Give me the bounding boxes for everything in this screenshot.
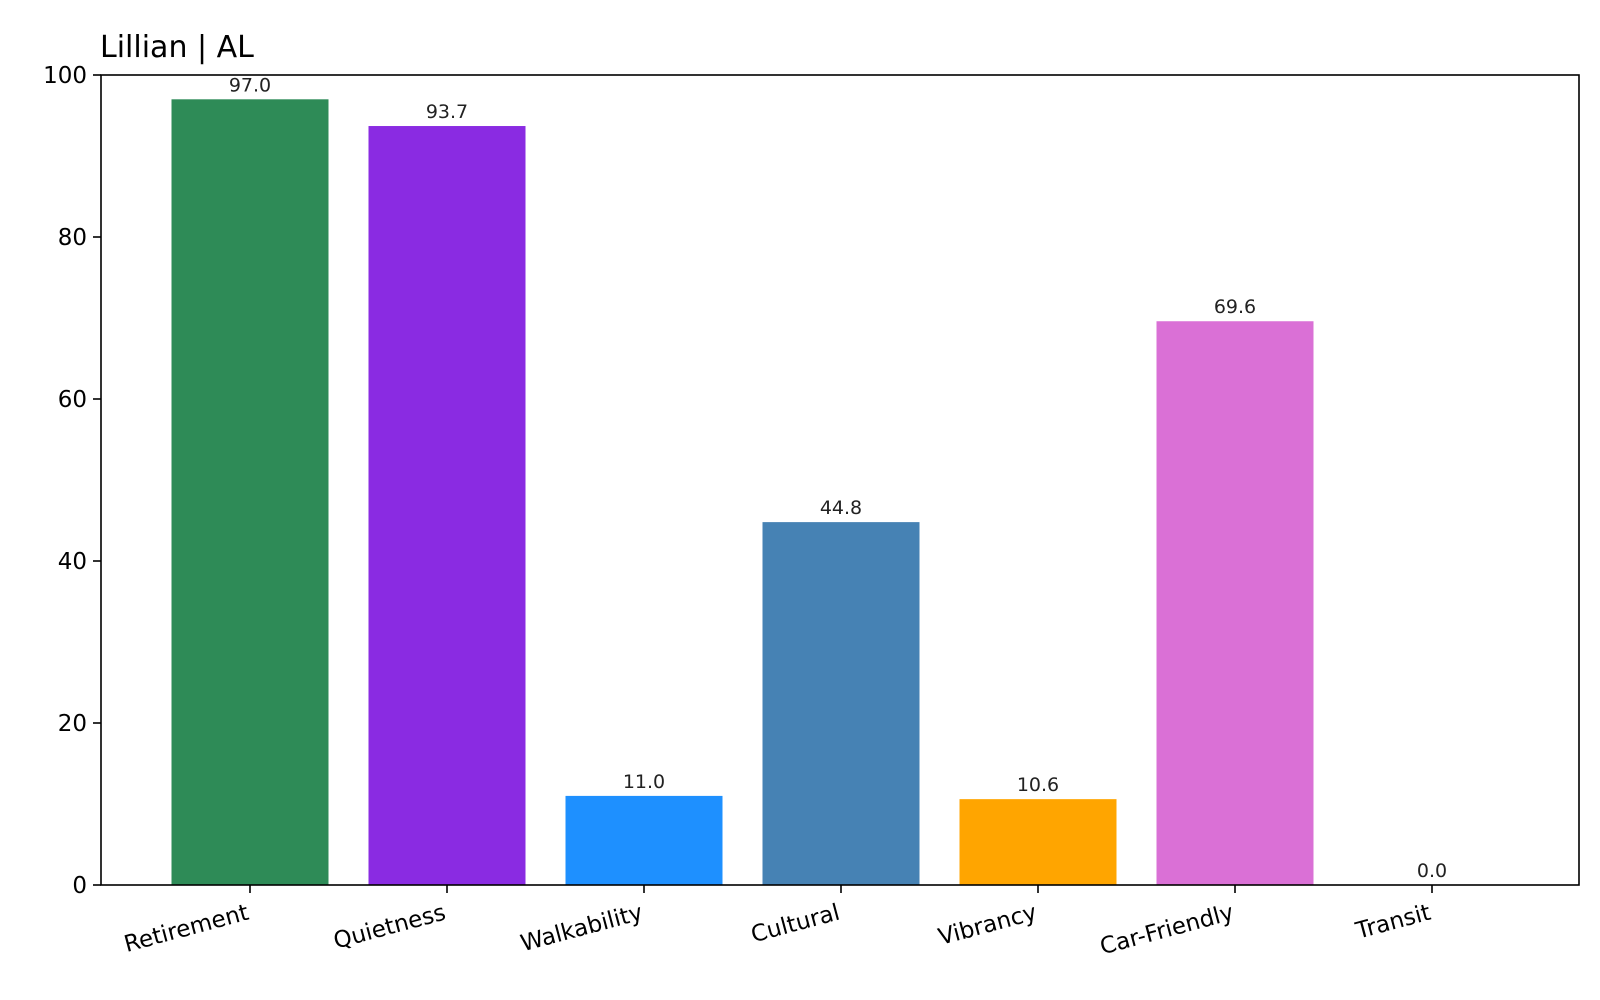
y-tick-label-0: 0 [72, 873, 87, 899]
bar-cultural [762, 522, 920, 885]
x-axis: Retirement Quietness Walkability Cultural Vi… [121, 885, 1434, 961]
x-tick-label-car-friendly: Car-Friendly [1097, 900, 1236, 961]
data-label-walkability: 11.0 [623, 771, 665, 793]
y-tick-label-20: 20 [58, 711, 87, 737]
bar-vibrancy [959, 799, 1117, 885]
data-label-retirement: 97.0 [229, 74, 271, 96]
bar-walkability [565, 795, 723, 885]
y-tick-label-80: 80 [58, 225, 87, 251]
bar-quietness [368, 126, 526, 885]
data-label-transit: 0.0 [1417, 860, 1447, 882]
y-tick-label-40: 40 [58, 549, 87, 575]
data-label-vibrancy: 10.6 [1017, 774, 1059, 796]
data-label-quietness: 93.7 [426, 101, 468, 123]
x-tick-label-retirement: Retirement [121, 900, 251, 958]
y-tick-label-100: 100 [43, 63, 87, 89]
bars-group [171, 99, 1314, 886]
x-tick-label-quietness: Quietness [331, 900, 449, 955]
y-axis: 0 20 40 60 80 100 [43, 63, 101, 899]
data-label-cultural: 44.8 [820, 497, 862, 519]
y-tick-label-60: 60 [58, 387, 87, 413]
data-label-car-friendly: 69.6 [1214, 296, 1256, 318]
x-tick-label-cultural: Cultural [748, 900, 842, 949]
x-tick-label-vibrancy: Vibrancy [936, 900, 1040, 951]
bar-car-friendly [1156, 321, 1314, 885]
x-tick-label-walkability: Walkability [518, 900, 646, 958]
x-tick-label-transit: Transit [1352, 900, 1433, 945]
plot-area-frame [100, 74, 1580, 886]
bar-retirement [171, 99, 329, 886]
chart-title: Lillian | AL [100, 30, 254, 65]
data-labels-group: 97.0 93.7 11.0 44.8 10.6 69.6 0.0 [229, 74, 1447, 882]
